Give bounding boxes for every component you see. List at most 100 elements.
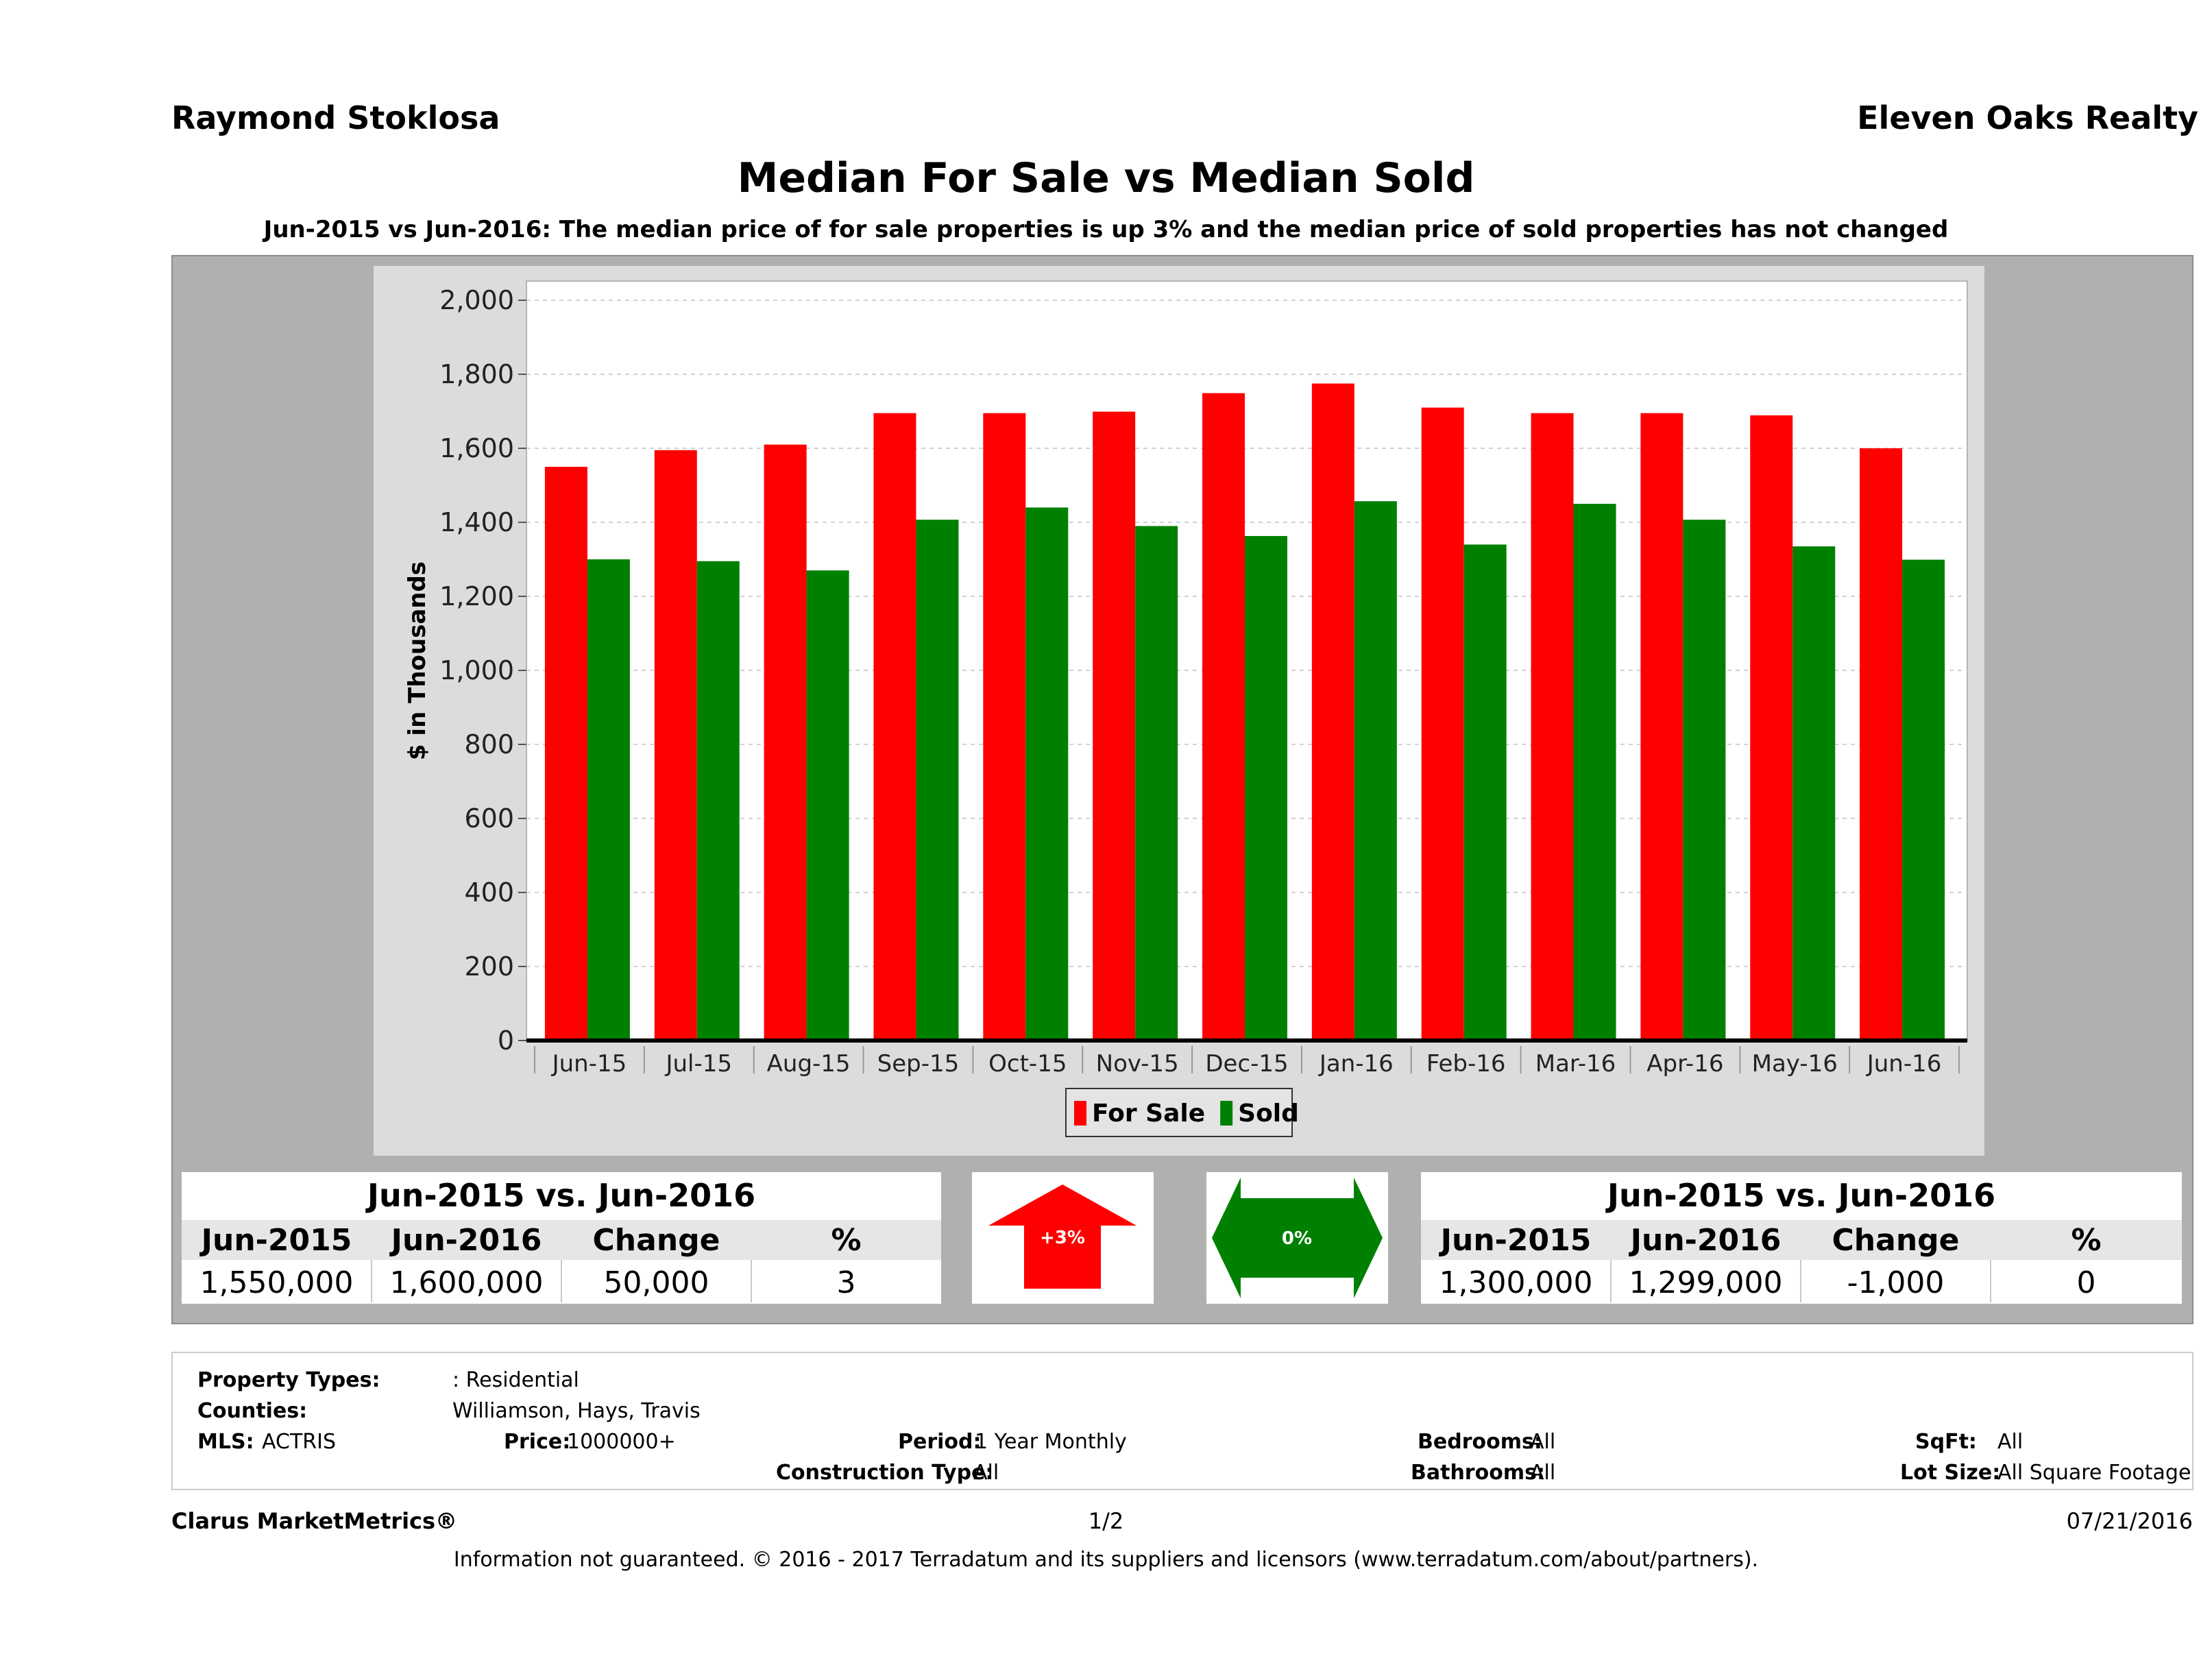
- y-tick-label: 1,000: [439, 655, 514, 685]
- value-change: 50,000: [603, 1265, 709, 1300]
- sold-stats-table: Jun-2015 vs. Jun-2016 Jun-2015 Jun-2016 …: [1421, 1172, 2182, 1304]
- bar-for-sale: [1202, 393, 1245, 1041]
- y-axis-label: $ in Thousands: [404, 561, 431, 760]
- construction-type-label: Construction Type:: [776, 1461, 994, 1485]
- y-tick-label: 2,000: [439, 285, 514, 315]
- col-header-jun-2015: Jun-2015: [1440, 1223, 1592, 1258]
- col-header-change: Change: [1832, 1223, 1960, 1258]
- search-criteria-box: Property Types: : Residential Counties: …: [171, 1352, 2193, 1490]
- sold-trend-box: 0%: [1206, 1172, 1388, 1304]
- for-sale-stats-column-headers: Jun-2015 Jun-2016 Change %: [182, 1220, 941, 1260]
- value-change: -1,000: [1847, 1265, 1945, 1300]
- bar-sold: [696, 561, 740, 1041]
- x-tick-label: Dec-15: [1205, 1050, 1288, 1078]
- y-tick-label: 1,200: [439, 581, 514, 611]
- y-tick-label: 1,800: [439, 359, 514, 389]
- value-percent: 0: [2076, 1265, 2096, 1300]
- company-name: Eleven Oaks Realty: [1857, 99, 2198, 136]
- sqft-value: All: [1997, 1430, 2023, 1454]
- legend-swatch-sold: [1220, 1101, 1233, 1126]
- for-sale-stats-table: Jun-2015 vs. Jun-2016 Jun-2015 Jun-2016 …: [182, 1172, 941, 1304]
- x-tick-label: Jun-15: [551, 1050, 627, 1078]
- report-title: Median For Sale vs Median Sold: [737, 154, 1475, 202]
- bedrooms-value: All: [1530, 1430, 1556, 1454]
- disclaimer: Information not guaranteed. © 2016 - 201…: [453, 1548, 1759, 1572]
- y-tick-label: 1,400: [439, 507, 514, 537]
- value-jun-2015: 1,550,000: [199, 1265, 354, 1300]
- period-label: Period:: [898, 1430, 982, 1454]
- value-jun-2016: 1,600,000: [389, 1265, 544, 1300]
- for-sale-trend-badge: +3%: [1040, 1228, 1085, 1248]
- bar-for-sale: [983, 413, 1026, 1041]
- bar-sold: [1463, 544, 1507, 1041]
- bar-for-sale: [1531, 413, 1574, 1041]
- bar-sold: [1573, 504, 1616, 1041]
- col-header-percent: %: [831, 1223, 862, 1258]
- counties-label: Counties:: [197, 1399, 308, 1423]
- bar-for-sale: [544, 467, 587, 1041]
- bar-sold: [587, 559, 630, 1041]
- x-tick-label: May-16: [1752, 1050, 1838, 1078]
- price-value: 1000000+: [567, 1430, 676, 1454]
- col-header-change: Change: [592, 1223, 720, 1258]
- bar-for-sale: [1311, 383, 1354, 1041]
- bar-for-sale: [1093, 411, 1136, 1041]
- x-tick-label: Mar-16: [1535, 1050, 1616, 1078]
- bar-sold: [1354, 501, 1397, 1041]
- for-sale-stats-heading: Jun-2015 vs. Jun-2016: [367, 1177, 756, 1214]
- counties-value: Williamson, Hays, Travis: [452, 1399, 701, 1423]
- y-tick-label: 800: [464, 729, 514, 759]
- brand-name: Clarus MarketMetrics®: [171, 1508, 458, 1534]
- for-sale-trend-box: +3%: [972, 1172, 1154, 1304]
- bar-for-sale: [1421, 407, 1464, 1041]
- bar-sold: [1792, 546, 1836, 1041]
- bathrooms-label: Bathrooms:: [1411, 1461, 1545, 1485]
- value-jun-2016: 1,299,000: [1629, 1265, 1783, 1300]
- x-tick-label: Jun-16: [1866, 1050, 1942, 1078]
- bar-for-sale: [654, 450, 697, 1041]
- bar-for-sale: [873, 413, 916, 1041]
- y-tick-label: 600: [464, 803, 514, 834]
- col-header-jun-2016: Jun-2016: [391, 1223, 542, 1258]
- chart-area: 0 200 400 600 800 1,000 1,200 1,400 1,600 1,800 2,…: [374, 266, 1984, 1156]
- x-tick-label: Sep-15: [877, 1050, 960, 1078]
- bathrooms-value: All: [1530, 1461, 1556, 1485]
- left-right-arrow-icon: [1212, 1178, 1383, 1298]
- col-header-percent: %: [2071, 1223, 2102, 1258]
- sold-stats-column-headers: Jun-2015 Jun-2016 Change %: [1421, 1220, 2182, 1260]
- agent-name: Raymond Stoklosa: [171, 99, 500, 136]
- bar-sold: [1683, 520, 1726, 1041]
- bar-for-sale: [1640, 413, 1684, 1041]
- x-tick-label: Aug-15: [767, 1050, 851, 1078]
- x-tick-label: Jan-16: [1318, 1050, 1394, 1078]
- bar-sold: [806, 570, 849, 1041]
- bar-sold: [1245, 535, 1287, 1041]
- up-arrow-icon: [988, 1184, 1137, 1289]
- x-tick-label: Jul-15: [664, 1050, 732, 1078]
- col-header-jun-2016: Jun-2016: [1630, 1223, 1782, 1258]
- legend-label-sold: Sold: [1238, 1099, 1299, 1128]
- bar-chart: 0 200 400 600 800 1,000 1,200 1,400 1,600 1,800 2,…: [404, 280, 1968, 1137]
- y-tick-label: 1,600: [439, 433, 514, 463]
- x-tick-label: Feb-16: [1426, 1050, 1506, 1078]
- bar-sold: [1135, 526, 1178, 1041]
- bar-for-sale: [1860, 448, 1903, 1041]
- y-tick-label: 400: [464, 877, 514, 908]
- value-jun-2015: 1,300,000: [1439, 1265, 1593, 1300]
- x-tick-label: Apr-16: [1646, 1050, 1723, 1078]
- property-types-label: Property Types:: [197, 1368, 380, 1392]
- lot-size-value: All Square Footage: [1997, 1461, 2191, 1485]
- price-label: Price:: [504, 1430, 571, 1454]
- col-header-jun-2015: Jun-2015: [201, 1223, 352, 1258]
- page-number: 1/2: [1088, 1508, 1124, 1534]
- sold-stats-heading: Jun-2015 vs. Jun-2016: [1607, 1177, 1996, 1214]
- bar-sold: [1902, 559, 1945, 1041]
- y-tick-label: 0: [498, 1025, 514, 1056]
- bedrooms-label: Bedrooms:: [1418, 1430, 1542, 1454]
- value-percent: 3: [836, 1265, 856, 1300]
- mls-label: MLS:: [197, 1430, 254, 1454]
- bar-for-sale: [1750, 415, 1793, 1041]
- legend-swatch-for-sale: [1074, 1101, 1086, 1126]
- legend-label-for-sale: For Sale: [1092, 1099, 1205, 1128]
- sold-trend-badge: 0%: [1282, 1228, 1312, 1249]
